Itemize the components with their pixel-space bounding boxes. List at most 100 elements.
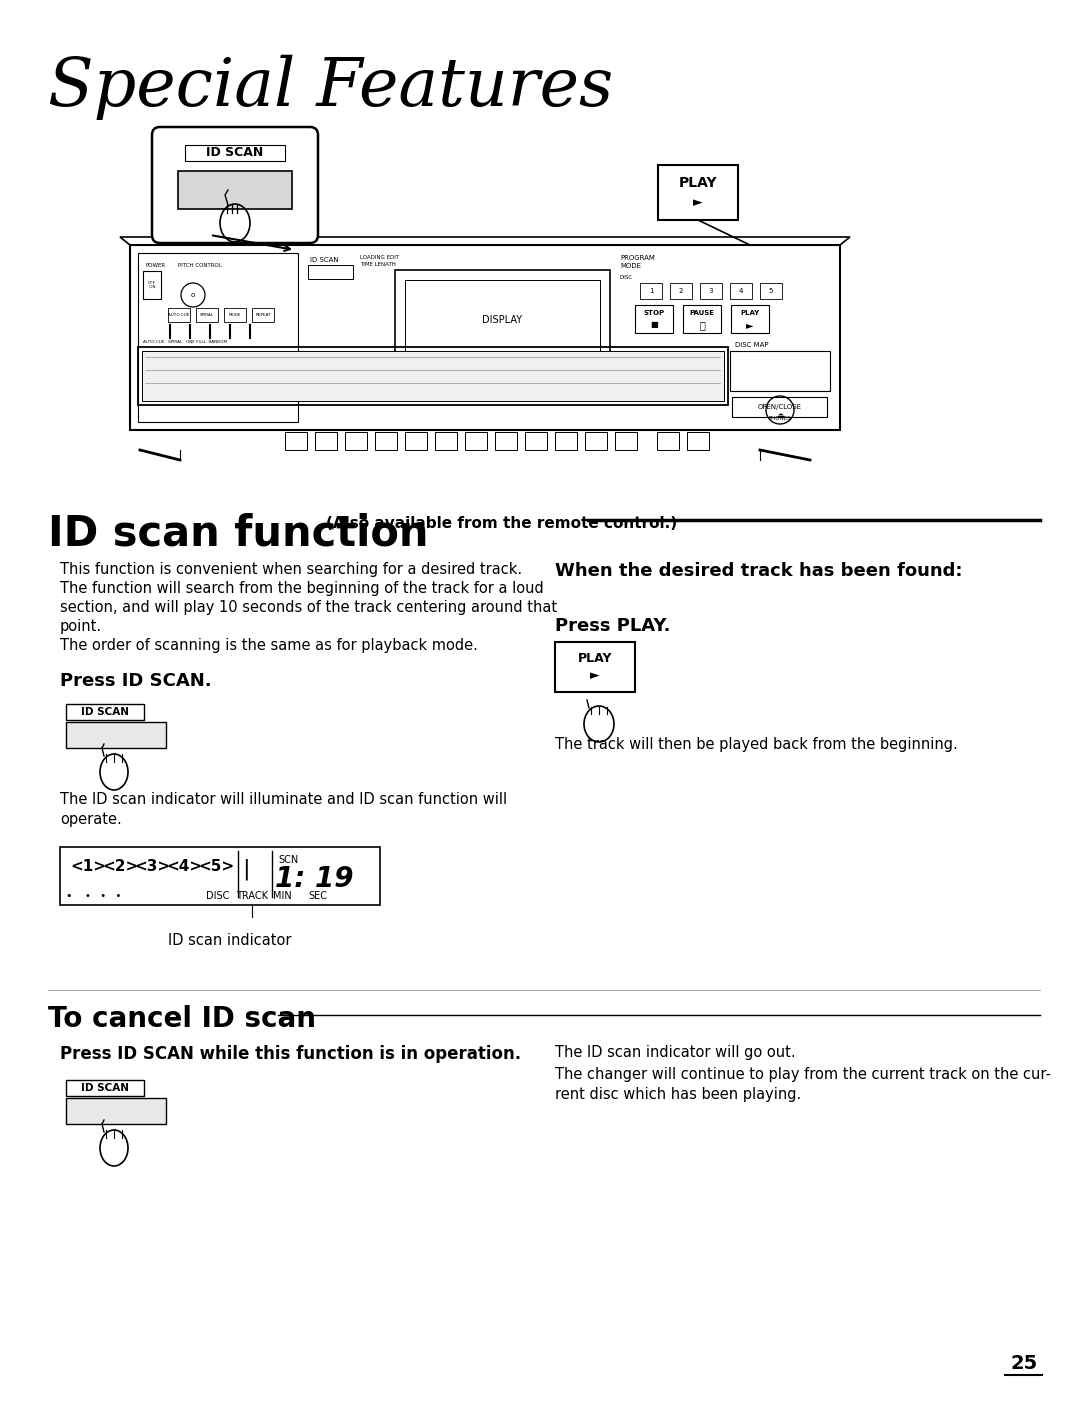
Bar [375,432,397,450]
Bar [66,722,166,749]
Bar [224,308,246,322]
Bar [66,1081,144,1096]
Text: Press ID SCAN.: Press ID SCAN. [60,673,212,689]
Text: Press ID SCAN while this function is in operation.: Press ID SCAN while this function is in … [60,1045,522,1064]
Text: 4: 4 [739,288,743,294]
Bar [700,283,723,300]
Bar [315,432,337,450]
Text: operate.: operate. [60,812,122,827]
Bar [640,283,662,300]
Text: (Also available from the remote control.): (Also available from the remote control.… [326,516,677,530]
Bar [730,283,752,300]
Text: AUTO CUE: AUTO CUE [168,312,190,317]
Bar [405,280,600,360]
Text: <1>: <1> [70,860,106,874]
Text: •: • [65,891,71,900]
Text: DISPLAY: DISPLAY [482,315,522,325]
Text: OPEN/CLOSE: OPEN/CLOSE [758,404,802,409]
Text: Press PLAY.: Press PLAY. [555,618,671,635]
Text: SEC: SEC [309,891,327,900]
Text: The function will search from the beginning of the track for a loud: The function will search from the beginn… [60,581,543,597]
Text: section, and will play 10 seconds of the track centering around that: section, and will play 10 seconds of the… [60,599,557,615]
Bar [555,432,577,450]
Text: To cancel ID scan: To cancel ID scan [48,1005,316,1033]
Text: SPIRAL: SPIRAL [200,312,214,317]
Bar [285,432,307,450]
Text: PLAY: PLAY [578,651,612,664]
Text: DISC MAP: DISC MAP [735,342,769,348]
Bar [615,432,637,450]
Text: TRACK: TRACK [237,891,268,900]
Text: rent disc which has been playing.: rent disc which has been playing. [555,1088,801,1102]
Bar [178,172,292,210]
Text: 1: 19: 1: 19 [275,865,353,893]
Text: ►: ► [693,197,703,210]
Text: Special Features: Special Features [48,55,613,120]
Text: PITCH CONTROL: PITCH CONTROL [178,263,221,267]
Bar [308,265,353,279]
Bar [658,165,738,219]
Text: ID SCAN: ID SCAN [81,1083,129,1093]
Bar [585,432,607,450]
Text: The ID scan indicator will illuminate and ID scan function will: The ID scan indicator will illuminate an… [60,792,508,808]
Bar [195,308,218,322]
Text: The changer will continue to play from the current track on the cur-: The changer will continue to play from t… [555,1067,1051,1082]
Bar [555,642,635,692]
Text: <2>: <2> [102,860,138,874]
Bar [525,432,546,450]
Text: ID scan indicator: ID scan indicator [168,933,292,948]
Text: ⏏: ⏏ [777,411,784,419]
Bar [138,253,298,422]
Bar [141,350,724,401]
Bar [731,305,769,333]
Text: TIME LENATH: TIME LENATH [360,262,396,267]
Text: •   •   •: • • • [85,891,121,900]
Text: DISC: DISC [206,891,230,900]
Text: PHONES: PHONES [769,415,792,421]
Text: ⏸: ⏸ [699,319,705,331]
Bar [66,1097,166,1124]
Text: When the desired track has been found:: When the desired track has been found: [555,561,962,580]
Text: ID scan function: ID scan function [48,512,429,554]
Text: The order of scanning is the same as for playback mode.: The order of scanning is the same as for… [60,637,477,653]
Bar [730,350,831,391]
Bar [66,704,144,720]
FancyBboxPatch shape [152,127,318,243]
Text: SCN: SCN [278,855,298,865]
Text: ID SCAN: ID SCAN [310,257,339,263]
Text: ID SCAN: ID SCAN [81,706,129,718]
Text: The ID scan indicator will go out.: The ID scan indicator will go out. [555,1045,796,1059]
Text: 5: 5 [769,288,773,294]
Bar [670,283,692,300]
Bar [687,432,708,450]
Text: OFF
 ON: OFF ON [148,281,156,290]
Text: REPEAT: REPEAT [255,312,271,317]
Text: 3: 3 [708,288,713,294]
Text: ►: ► [590,670,599,682]
Text: PLAY: PLAY [741,310,759,317]
Text: The track will then be played back from the beginning.: The track will then be played back from … [555,737,958,751]
Text: |: | [242,860,249,881]
Bar [168,308,190,322]
Text: 1: 1 [649,288,653,294]
Text: MIN: MIN [272,891,292,900]
Text: POWER: POWER [146,263,166,267]
Bar [657,432,679,450]
Bar [345,432,367,450]
Bar [130,245,840,431]
Text: DISC: DISC [620,274,633,280]
Bar [143,272,161,300]
Text: 2: 2 [679,288,684,294]
Text: LOADING EDIT: LOADING EDIT [360,255,400,260]
Text: <5>: <5> [198,860,234,874]
Text: <3>: <3> [134,860,171,874]
Bar [683,305,721,333]
Text: AUTO CUE   SPIRAL   ONE FULL  RANDOM: AUTO CUE SPIRAL ONE FULL RANDOM [143,340,227,343]
Bar [60,847,380,905]
Bar [252,308,274,322]
Text: STOP: STOP [644,310,664,317]
Bar [465,432,487,450]
Bar [760,283,782,300]
Text: PAUSE: PAUSE [689,310,715,317]
Text: point.: point. [60,619,103,635]
